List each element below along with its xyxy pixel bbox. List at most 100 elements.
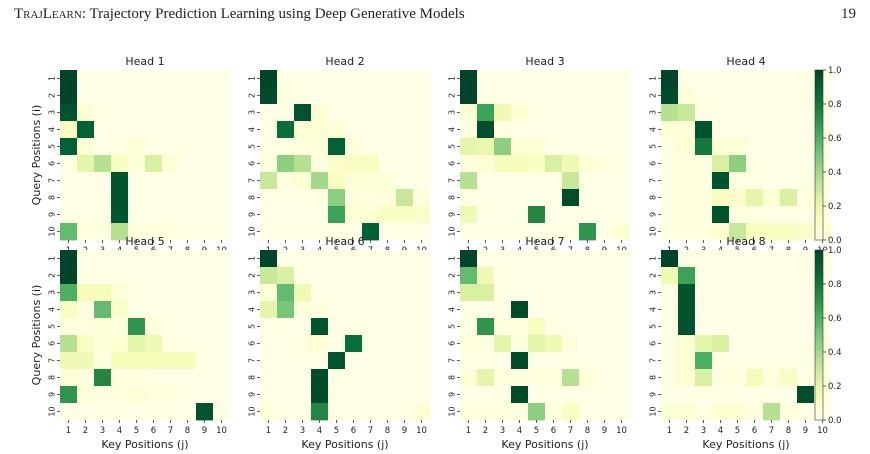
heatmap-cell xyxy=(511,284,529,302)
heatmap-cell xyxy=(379,352,397,370)
x-tick-label: 3 xyxy=(100,426,105,436)
heatmap-cell xyxy=(413,87,431,105)
heatmap-cell xyxy=(579,403,597,421)
heatmap-cell xyxy=(111,206,129,224)
heatmap-cell xyxy=(311,284,329,302)
heatmap-cell xyxy=(379,403,397,421)
heatmap-cell xyxy=(213,70,231,88)
heatmap-cell xyxy=(763,121,781,139)
heatmap-cell xyxy=(294,318,312,336)
heatmap-cell xyxy=(780,121,798,139)
heatmap-cell xyxy=(311,189,329,207)
heatmap-cell xyxy=(477,155,495,173)
heatmap-cell xyxy=(396,318,414,336)
heatmap-cell xyxy=(196,104,214,122)
x-tick-label: 1 xyxy=(266,426,271,436)
x-tick-label: 9 xyxy=(602,426,607,436)
heatmap-cell xyxy=(545,352,563,370)
heatmap-cell xyxy=(213,352,231,370)
colorbar-segment xyxy=(815,237,823,241)
heatmap-cell xyxy=(362,386,380,404)
heatmap-cell xyxy=(179,284,197,302)
x-tick-label: 6 xyxy=(551,426,556,436)
heatmap-cell xyxy=(396,138,414,156)
heatmap-cell xyxy=(460,318,478,336)
heatmap-cell xyxy=(613,87,631,105)
heatmap-cell xyxy=(712,403,730,421)
heatmap-cell xyxy=(362,284,380,302)
heatmap-cell xyxy=(277,70,295,88)
colorbar-segment xyxy=(815,312,823,316)
heatmap-cell xyxy=(596,403,614,421)
heatmap-cell xyxy=(712,223,730,241)
y-tick-label: 4 xyxy=(448,307,457,312)
heatmap-cell xyxy=(511,250,529,268)
heatmap-cell xyxy=(545,267,563,285)
heatmap-cell xyxy=(260,267,278,285)
heatmap-cell xyxy=(379,104,397,122)
heatmap-cell xyxy=(579,250,597,268)
y-tick-label: 9 xyxy=(448,392,457,397)
heatmap-cell xyxy=(797,104,815,122)
heatmap-cell xyxy=(162,206,180,224)
heatmap-cell xyxy=(661,206,679,224)
page-number: 19 xyxy=(841,6,856,22)
heatmap-cell xyxy=(362,155,380,173)
x-tick-label: 5 xyxy=(735,426,740,436)
heatmap-cell xyxy=(277,403,295,421)
heatmap-cell xyxy=(345,403,363,421)
heatmap-cell xyxy=(746,352,764,370)
heatmap-cell xyxy=(494,335,512,353)
heatmap-cell xyxy=(545,121,563,139)
heatmap-cell xyxy=(162,284,180,302)
heatmap-cell xyxy=(511,352,529,370)
heatmap-cell xyxy=(396,206,414,224)
heatmap-cell xyxy=(661,172,679,190)
heatmap-cell xyxy=(294,369,312,387)
heatmap-cell xyxy=(179,301,197,319)
heatmap-cell xyxy=(196,189,214,207)
heatmap-cell xyxy=(311,369,329,387)
heatmap-cell xyxy=(294,386,312,404)
heatmap-cell xyxy=(162,189,180,207)
y-tick-label: 8 xyxy=(48,195,57,200)
heatmap-cell xyxy=(460,369,478,387)
heatmap-cell xyxy=(162,223,180,241)
colorbar-segment xyxy=(815,417,823,421)
heatmap-cell xyxy=(260,189,278,207)
colorbar-segment xyxy=(815,408,823,412)
heatmap-cell xyxy=(613,189,631,207)
heatmap-cell xyxy=(763,172,781,190)
colorbar-segment xyxy=(815,75,823,79)
heatmap-cell xyxy=(60,121,78,139)
heatmap-cell xyxy=(729,138,747,156)
heatmap-cell xyxy=(94,189,112,207)
heatmap-cell xyxy=(128,284,146,302)
heatmap-cell xyxy=(128,223,146,241)
heatmap-cell xyxy=(145,70,163,88)
heatmap-panel-5: Head 5 1 2 3 4 5 6 7 8 9 10 1 2 3 4 5 6 7 8 9 10 Query Positi… xyxy=(30,235,231,451)
heatmap-cell xyxy=(695,121,713,139)
y-tick-label: 8 xyxy=(649,195,658,200)
heatmap-cell xyxy=(311,403,329,421)
heatmap-cell xyxy=(162,87,180,105)
heatmap-cell xyxy=(511,301,529,319)
heatmap-cell xyxy=(162,386,180,404)
heatmap-cell xyxy=(413,386,431,404)
x-tick-label: 7 xyxy=(168,426,173,436)
heatmap-cell xyxy=(477,352,495,370)
heatmap-cell xyxy=(196,403,214,421)
heatmap-cell xyxy=(260,369,278,387)
heatmap-cell xyxy=(128,267,146,285)
heatmap-cell xyxy=(528,369,546,387)
heatmap-cell xyxy=(111,121,129,139)
heatmap-cell xyxy=(362,369,380,387)
colorbar-segment xyxy=(815,281,823,285)
heatmap-cell xyxy=(162,352,180,370)
heatmap-cell xyxy=(311,155,329,173)
heatmap-cell xyxy=(678,104,696,122)
heatmap-cell xyxy=(396,189,414,207)
heatmap-cell xyxy=(413,284,431,302)
colorbar-segment xyxy=(815,98,823,102)
heatmap-cell xyxy=(477,206,495,224)
